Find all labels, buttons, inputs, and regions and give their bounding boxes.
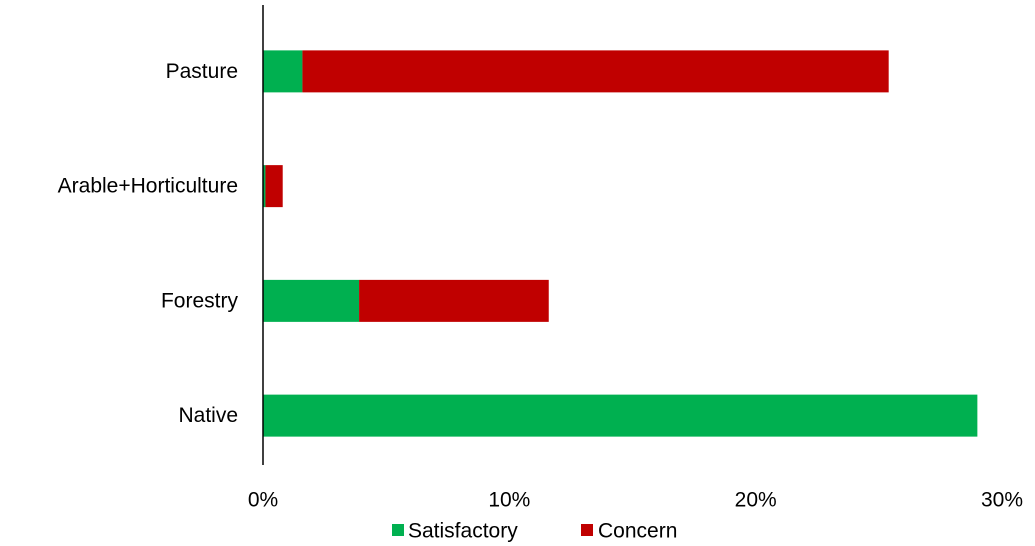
category-label-arable-horticulture: Arable+Horticulture [58, 175, 238, 198]
bar-pasture-concern [302, 50, 889, 93]
category-labels: Native Forestry Arable+Horticulture Pasture [58, 60, 239, 427]
x-tick-labels: 0% 10% 20% 30% [248, 489, 1023, 512]
bar-native-satisfactory [263, 394, 978, 437]
bar-arable-horticulture-satisfactory [263, 165, 266, 208]
x-tick-label-20: 20% [735, 489, 777, 512]
x-tick-label-10: 10% [488, 489, 530, 512]
legend-label-satisfactory: Satisfactory [408, 520, 518, 543]
category-label-pasture: Pasture [166, 60, 238, 83]
category-label-native: Native [178, 404, 238, 427]
x-tick-label-0: 0% [248, 489, 278, 512]
legend: Satisfactory Concern [392, 520, 677, 543]
bar-arable-horticulture-concern [265, 165, 283, 208]
legend-label-concern: Concern [598, 520, 677, 543]
x-tick-label-30: 30% [981, 489, 1023, 512]
bar-forestry-concern [359, 279, 549, 322]
bars-group [263, 50, 978, 437]
bar-pasture-satisfactory [263, 50, 303, 93]
category-label-forestry: Forestry [161, 289, 239, 312]
legend-swatch-concern [581, 524, 593, 536]
bar-forestry-satisfactory [263, 279, 360, 322]
legend-swatch-satisfactory [392, 524, 404, 536]
